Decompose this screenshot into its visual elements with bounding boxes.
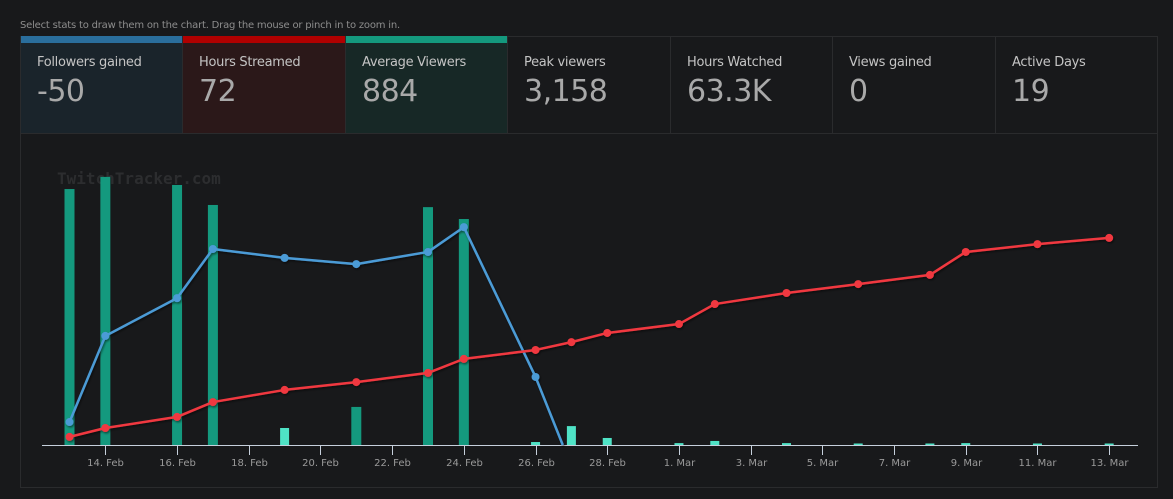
bar-followers-gained[interactable] [782,443,791,445]
stat-average-viewers[interactable]: Average Viewers 884 [346,36,508,133]
point-hours-streamed-cumulative[interactable] [961,247,970,256]
bar-average-viewers[interactable] [64,189,75,445]
point-hours-streamed-cumulative[interactable] [1033,240,1042,249]
stat-label: Views gained [849,55,932,70]
stat-value: -50 [37,74,85,109]
stat-label: Followers gained [37,55,142,70]
bar-followers-gained[interactable] [925,443,935,446]
point-hours-streamed-cumulative[interactable] [65,432,74,441]
bar-followers-gained[interactable] [1104,443,1114,446]
point-hours-streamed-cumulative[interactable] [854,280,863,289]
bar-followers-gained[interactable] [710,440,720,445]
stat-label: Peak viewers [524,55,606,70]
bar-average-viewers[interactable] [423,207,433,445]
x-tick-label: 14. Feb [87,458,124,469]
point-hours-streamed-cumulative[interactable] [567,338,576,347]
bar-average-viewers[interactable] [458,219,469,445]
bar-followers-gained[interactable] [602,437,612,445]
x-tick-label: 3. Mar [736,458,768,469]
point-hours-streamed-cumulative[interactable] [101,423,110,432]
point-followers-line[interactable] [208,244,217,253]
stat-value: 3,158 [524,74,608,109]
bar-followers-gained[interactable] [853,443,863,446]
point-hours-streamed-cumulative[interactable] [925,270,934,279]
x-tick-label: 26. Feb [518,458,555,469]
point-hours-streamed-cumulative[interactable] [173,412,182,421]
x-tick-label: 22. Feb [374,458,411,469]
point-followers-line[interactable] [280,253,289,262]
x-tick-label: 24. Feb [446,458,483,469]
point-hours-streamed-cumulative[interactable] [782,288,791,297]
stat-label: Hours Watched [687,55,783,70]
point-hours-streamed-cumulative[interactable] [603,328,612,337]
point-hours-streamed-cumulative[interactable] [459,354,468,363]
x-tick-label: 9. Mar [951,458,983,469]
stat-value: 72 [199,74,237,109]
bar-followers-gained[interactable] [566,426,576,445]
point-hours-streamed-cumulative[interactable] [208,398,217,407]
stat-hours-watched[interactable]: Hours Watched 63.3K [671,37,833,133]
point-hours-streamed-cumulative[interactable] [424,368,432,377]
point-followers-line[interactable] [173,294,182,303]
stat-label: Active Days [1012,55,1086,70]
bar-followers-gained[interactable] [674,443,684,445]
bar-average-viewers[interactable] [207,204,218,445]
x-tick-label: 16. Feb [159,458,196,469]
stat-color-bar [183,36,345,43]
stat-color-bar [21,36,182,43]
point-hours-streamed-cumulative[interactable] [280,385,289,394]
watermark: TwitchTracker.com [57,169,221,188]
bar-followers-gained[interactable] [280,427,290,445]
bar-average-viewers[interactable] [100,176,111,445]
point-hours-streamed-cumulative[interactable] [674,320,683,329]
line-hours-streamed-cumulative[interactable] [69,236,1110,439]
point-hours-streamed-cumulative[interactable] [710,300,719,309]
line-followers-line[interactable] [68,225,564,446]
chart-panel[interactable] [20,134,1158,488]
stat-peak-viewers[interactable]: Peak viewers 3,158 [508,37,671,133]
point-hours-streamed-cumulative[interactable] [352,378,361,387]
x-tick-label: 28. Feb [589,458,626,469]
point-followers-line[interactable] [424,247,432,256]
stat-value: 19 [1012,74,1050,109]
bar-average-viewers[interactable] [351,406,362,445]
bar-average-viewers[interactable] [172,184,183,446]
stat-active-days[interactable]: Active Days 19 [996,37,1157,133]
point-followers-line[interactable] [531,372,540,381]
bar-followers-gained[interactable] [961,443,971,445]
stat-value: 63.3K [687,74,771,109]
stat-label: Average Viewers [362,55,466,70]
bar-followers-gained[interactable] [531,442,541,445]
stat-value: 0 [849,74,868,109]
point-hours-streamed-cumulative[interactable] [531,345,540,354]
point-followers-line[interactable] [459,223,468,232]
stat-color-bar [346,36,507,43]
x-tick-label: 11. Mar [1019,458,1058,469]
point-followers-line[interactable] [352,260,361,269]
x-tick-label: 1. Mar [664,458,696,469]
x-tick-label: 5. Mar [807,458,839,469]
chart-hint: Select stats to draw them on the chart. … [20,20,400,31]
stat-hours-streamed[interactable]: Hours Streamed 72 [183,36,346,133]
stat-value: 884 [362,74,418,109]
stat-views-gained[interactable]: Views gained 0 [833,37,996,133]
x-tick-label: 18. Feb [231,458,268,469]
x-tick-label: 13. Mar [1091,458,1130,469]
point-followers-line[interactable] [65,418,74,427]
stat-followers-gained[interactable]: Followers gained -50 [21,36,183,133]
point-hours-streamed-cumulative[interactable] [1105,233,1114,242]
x-tick-label: 7. Mar [879,458,911,469]
bar-followers-gained[interactable] [1032,443,1042,446]
stat-label: Hours Streamed [199,55,301,70]
x-tick-label: 20. Feb [302,458,339,469]
point-followers-line[interactable] [101,331,110,340]
stats-bar: Followers gained -50 Hours Streamed 72 A… [20,36,1158,134]
